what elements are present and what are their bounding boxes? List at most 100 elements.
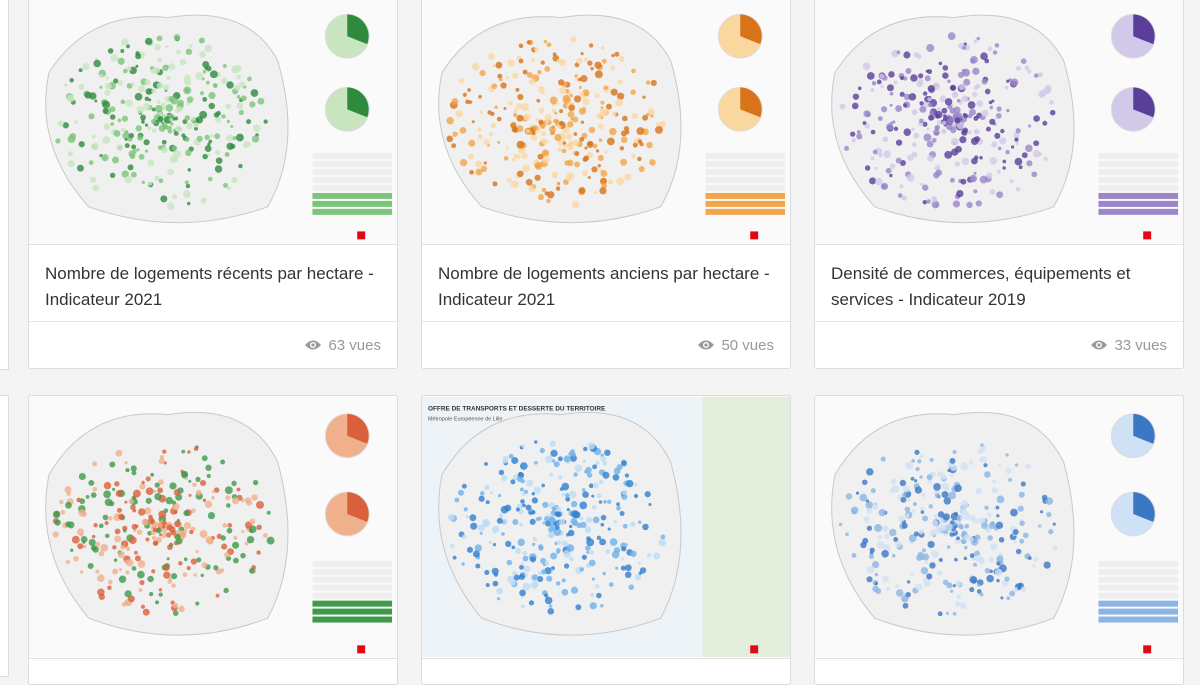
- map-dot: [1033, 140, 1040, 147]
- map-dot: [857, 86, 862, 91]
- map-dot: [866, 576, 873, 583]
- map-dot: [574, 74, 578, 78]
- map-dot: [462, 92, 467, 97]
- map-dot: [474, 544, 482, 552]
- map-dot: [534, 460, 538, 465]
- map-dot: [207, 512, 216, 520]
- map-dot: [177, 99, 184, 107]
- map-dot: [85, 495, 90, 499]
- map-dot: [859, 493, 868, 502]
- map-dot: [135, 125, 142, 132]
- map-dot: [161, 139, 167, 145]
- map-dot: [923, 579, 931, 587]
- map-dot: [610, 65, 615, 71]
- map-dot: [124, 590, 132, 598]
- map-dot: [531, 542, 536, 547]
- map-dot: [632, 142, 638, 148]
- map-dot: [587, 60, 593, 66]
- map-dot: [1013, 132, 1020, 139]
- map-dot: [889, 91, 894, 96]
- card-title: Nombre de logements récents par hectare …: [45, 264, 374, 309]
- map-dot: [173, 489, 181, 496]
- map-dot: [852, 93, 860, 100]
- table-row: [312, 208, 393, 215]
- map-dot: [623, 125, 630, 132]
- map-dot: [233, 535, 238, 540]
- map-dot: [148, 98, 152, 102]
- map-dot: [202, 96, 208, 102]
- map-dot: [872, 503, 879, 510]
- map-dot: [88, 479, 95, 486]
- map-dot: [559, 487, 564, 491]
- map-dot: [899, 479, 907, 487]
- map-dot: [534, 440, 538, 444]
- map-dot: [870, 129, 876, 135]
- map-dot: [238, 163, 243, 169]
- map-dot: [60, 509, 66, 515]
- map-dot: [881, 550, 889, 558]
- table-row: [312, 600, 393, 607]
- map-dot: [941, 474, 947, 480]
- map-dot: [97, 574, 105, 582]
- map-dot: [183, 74, 191, 82]
- map-dot: [890, 478, 897, 485]
- map-dot: [187, 96, 194, 103]
- map-dot: [607, 527, 611, 531]
- table-row: [1098, 200, 1179, 207]
- map-dot: [649, 159, 656, 166]
- map-dot: [583, 446, 588, 452]
- map-dot: [553, 461, 560, 468]
- map-dot: [446, 117, 454, 125]
- map-dot: [584, 526, 592, 534]
- map-dot: [498, 513, 504, 519]
- map-dot: [581, 170, 588, 177]
- map-dot: [963, 78, 971, 86]
- map-dot: [602, 471, 610, 479]
- view-count-text: 63 vues: [328, 336, 381, 354]
- map-dot: [885, 167, 892, 174]
- map-dot: [542, 521, 546, 525]
- map-dot: [210, 134, 214, 138]
- map-dot: [936, 120, 942, 125]
- map-dot: [939, 95, 947, 103]
- map-dot: [981, 78, 988, 85]
- map-dot: [1045, 497, 1054, 505]
- map-dot: [148, 591, 154, 597]
- map-dot: [148, 514, 153, 520]
- map-dot: [1005, 453, 1009, 457]
- map-dot: [933, 129, 940, 136]
- map-dot: [151, 107, 156, 112]
- map-dot: [866, 565, 875, 574]
- map-dot: [485, 500, 490, 505]
- map-dot: [151, 535, 157, 541]
- map-dot: [226, 142, 234, 150]
- map-dot: [570, 517, 578, 525]
- map-dot: [946, 117, 954, 125]
- map-dot: [996, 169, 1001, 174]
- map-dot: [475, 168, 483, 176]
- map-dot: [597, 154, 604, 161]
- map-dot: [592, 464, 598, 470]
- map-dot: [200, 197, 207, 204]
- logo: [1143, 231, 1152, 240]
- map-dot: [477, 127, 482, 132]
- map-dot: [528, 511, 532, 515]
- map-dot: [591, 504, 597, 510]
- map-dot: [88, 113, 95, 120]
- map-dot: [986, 172, 993, 179]
- map-dot: [922, 553, 930, 561]
- map-dot: [157, 116, 164, 122]
- map-dot: [620, 136, 628, 144]
- map-dot: [70, 548, 74, 552]
- map-dot: [941, 107, 948, 114]
- map-dot: [552, 52, 557, 57]
- map-dot: [589, 602, 597, 610]
- map-dot: [199, 50, 206, 58]
- map-dot: [544, 114, 552, 122]
- map-dot: [614, 51, 620, 57]
- map-dot: [131, 470, 137, 476]
- map-dot: [93, 59, 101, 68]
- eye-iris: [311, 343, 316, 347]
- map-dot: [1043, 561, 1051, 569]
- map-dot: [184, 476, 188, 481]
